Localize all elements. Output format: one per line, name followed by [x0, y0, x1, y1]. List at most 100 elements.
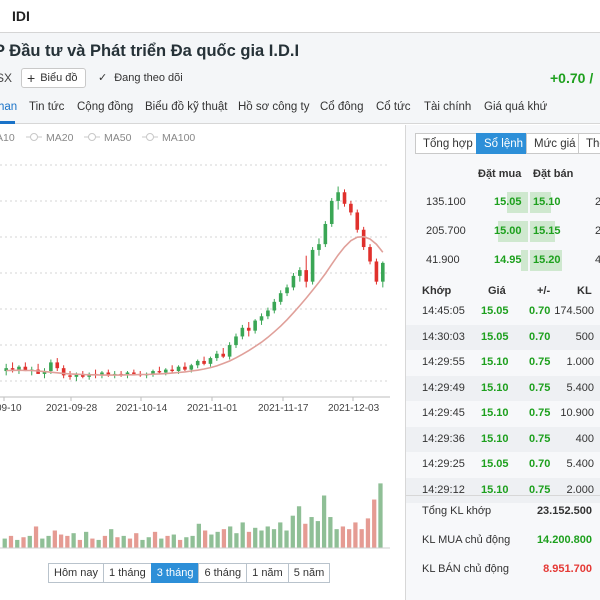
trade-price: 15.10 [481, 432, 509, 445]
ask-volume: 2 [595, 225, 600, 237]
ask-volume: 4 [595, 254, 600, 266]
candle-body [349, 203, 353, 213]
volume-bar [196, 523, 201, 548]
volume-bar [328, 517, 333, 548]
volume-bar [2, 538, 7, 548]
trading-panel: Tổng hợp Sổ lệnh Mức giá Thố Đặt mua Đặt… [406, 125, 600, 600]
matched-trade-row: 14:29:49 15.10 0.75 5.400 [406, 375, 600, 401]
volume-bar [271, 529, 277, 548]
nav-tabs: han Tin tức Cộng đồng Biểu đồ kỹ thuật H… [0, 95, 600, 124]
volume-bar [190, 535, 195, 548]
volume-bar [152, 531, 158, 548]
candle-body [272, 301, 277, 311]
legend-label: MA20 [46, 132, 74, 144]
price-change: +0.70 / [550, 70, 594, 86]
trade-change: 0.70 [529, 305, 551, 317]
range-1-year[interactable]: 1 năm [246, 563, 289, 583]
bid-price[interactable]: 15.05 [494, 196, 522, 208]
candle-body [234, 336, 238, 346]
candle-body [298, 270, 302, 276]
tab-price-history[interactable]: Giá quá khứ [484, 101, 548, 113]
matched-trade-row: 14:29:45 15.10 0.75 10.900 [406, 401, 600, 426]
volume-bar [253, 527, 258, 548]
ask-price[interactable]: 15.20 [533, 254, 561, 266]
plus-icon: + [27, 70, 36, 86]
bid-price[interactable]: 14.95 [494, 254, 522, 266]
volume-bar [65, 535, 70, 548]
follow-toggle[interactable]: ✓ Đang theo dõi [98, 71, 183, 85]
volume-bar [146, 537, 151, 548]
candle-body [342, 192, 347, 204]
bid-price[interactable]: 15.00 [494, 225, 522, 237]
trade-time: 14:29:36 [422, 432, 465, 445]
tab-price-level[interactable]: Mức giá [526, 133, 584, 154]
candle-body [189, 365, 194, 370]
candle-body [157, 371, 162, 373]
candle-body [221, 353, 226, 357]
candle-body [381, 262, 385, 282]
ask-volume-bar [530, 192, 551, 213]
tab-news[interactable]: Tin tức [29, 101, 65, 113]
candle-body [310, 249, 315, 282]
ask-volume: 2 [595, 196, 600, 208]
candle-body [106, 372, 111, 376]
ask-price[interactable]: 15.10 [533, 196, 561, 208]
candle-body [163, 369, 168, 373]
company-name: P Đầu tư và Phát triển Đa quốc gia I.D.I [0, 42, 300, 60]
trade-change: 0.70 [529, 458, 551, 470]
bid-volume: 41.900 [426, 254, 460, 266]
legend-marker [146, 133, 154, 141]
trade-time: 14:29:49 [422, 381, 465, 394]
trade-price: 15.05 [481, 330, 509, 343]
tab-dividends[interactable]: Cổ tức [376, 101, 411, 113]
trade-change: 0.75 [529, 381, 551, 394]
tab-summary[interactable]: Tổng hợp [415, 133, 481, 154]
candle-body [355, 212, 360, 230]
chart-button[interactable]: + Biểu đồ [21, 68, 86, 88]
candle-body [170, 369, 174, 372]
tab-order-book[interactable]: Sổ lệnh [476, 133, 532, 154]
candle-body [266, 310, 270, 317]
matched-change-header: +/- [537, 285, 551, 297]
volume-bar [290, 515, 295, 548]
range-5-years[interactable]: 5 năm [287, 563, 331, 583]
tab-community[interactable]: Cộng đồng [77, 101, 134, 113]
trade-price: 15.10 [481, 356, 509, 368]
tab-overview[interactable]: han [0, 101, 18, 113]
tab-statistics[interactable]: Thố [578, 133, 600, 154]
candle-body [42, 371, 47, 374]
trade-time: 14:29:25 [422, 458, 465, 470]
bid-volume-bar [507, 192, 528, 213]
candle-body [259, 316, 264, 321]
tab-technical-chart[interactable]: Biểu đồ kỹ thuật [145, 101, 228, 113]
ma-line [6, 235, 384, 376]
volume-bar [21, 537, 26, 548]
summary-row: KL MUA chủ động 14.200.800 [406, 527, 600, 553]
trade-time: 14:29:45 [422, 407, 465, 419]
range-1-month[interactable]: 1 tháng [103, 563, 152, 583]
ask-price[interactable]: 15.15 [533, 225, 561, 237]
price-chart[interactable]: A10 MA20 MA50 MA100 09-10 2021-09-28 2021-10-… [0, 125, 405, 600]
trade-volume: 174.500 [554, 305, 594, 317]
volume-bar [8, 535, 14, 548]
range-today[interactable]: Hôm nay [48, 563, 105, 583]
range-3-months[interactable]: 3 tháng [150, 563, 200, 583]
candle-body [80, 373, 85, 377]
candle-body [361, 229, 366, 248]
candle-body [278, 293, 283, 302]
candle-body [368, 247, 372, 262]
bid-volume: 205.700 [426, 225, 466, 237]
range-6-months[interactable]: 6 tháng [198, 563, 248, 583]
tab-shareholders[interactable]: Cổ đông [320, 101, 364, 113]
x-tick-label: 2021-09-28 [46, 403, 98, 414]
tab-company-profile[interactable]: Hồ sơ công ty [238, 101, 310, 113]
volume-bar [90, 538, 95, 548]
volume-bar [321, 495, 327, 548]
trade-price: 15.10 [481, 381, 509, 394]
candle-body [227, 345, 232, 357]
trade-change: 0.75 [529, 432, 551, 445]
tab-financials[interactable]: Tài chính [424, 101, 472, 113]
ask-volume-bar [530, 221, 555, 242]
volume-bar [240, 522, 245, 548]
legend-label: MA100 [162, 132, 195, 144]
